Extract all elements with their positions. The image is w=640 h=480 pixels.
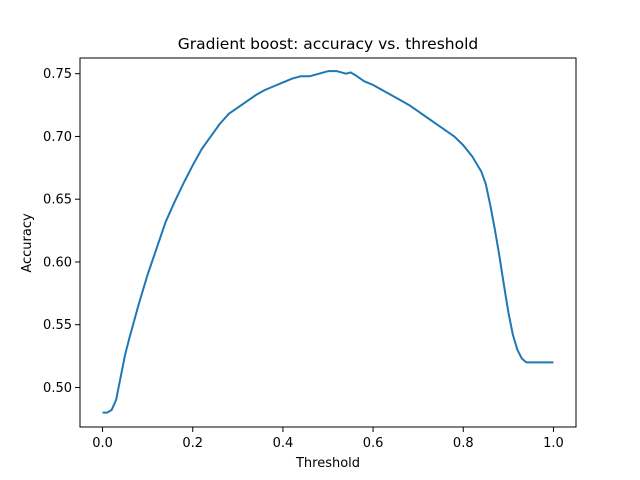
- y-tick-label: 0.65: [43, 193, 72, 208]
- y-tick-label: 0.50: [43, 381, 72, 396]
- y-tick-label: 0.70: [43, 130, 72, 145]
- y-axis-label: Accuracy: [20, 213, 35, 273]
- x-axis-ticks: 0.0 0.2 0.4 0.6 0.8 1.0: [92, 427, 564, 451]
- x-tick-label: 0.0: [92, 436, 113, 451]
- y-tick-label: 0.60: [43, 255, 72, 270]
- chart-title: Gradient boost: accuracy vs. threshold: [178, 35, 478, 53]
- x-axis-label: Threshold: [295, 456, 360, 471]
- plot-area: [79, 57, 577, 428]
- x-tick-label: 1.0: [543, 436, 564, 451]
- y-tick-label: 0.55: [43, 318, 72, 333]
- x-tick-label: 0.4: [273, 436, 294, 451]
- plot-frame: [79, 57, 577, 428]
- y-axis-ticks: 0.50 0.55 0.60 0.65 0.70 0.75: [43, 67, 80, 396]
- x-tick-label: 0.8: [453, 436, 474, 451]
- x-tick-label: 0.6: [363, 436, 384, 451]
- y-tick-label: 0.75: [43, 67, 72, 82]
- accuracy-series-line: [102, 70, 554, 414]
- x-tick-label: 0.2: [182, 436, 203, 451]
